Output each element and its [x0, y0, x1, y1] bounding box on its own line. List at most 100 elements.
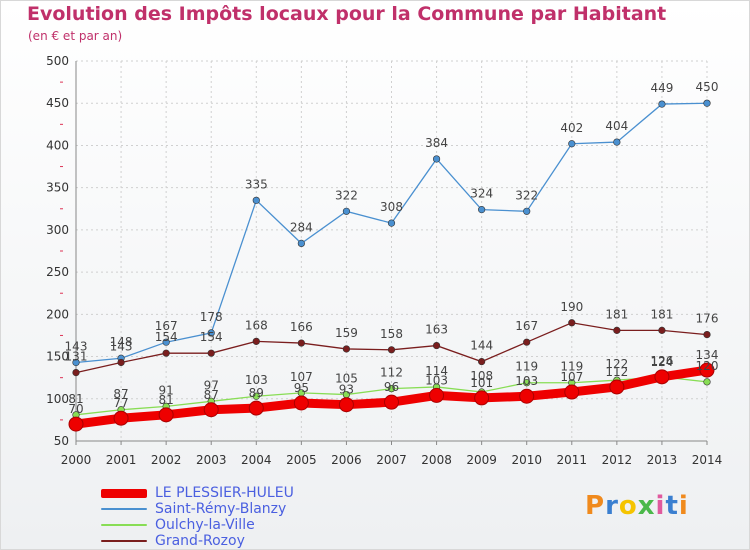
data-point — [429, 387, 445, 403]
data-label: 101 — [470, 376, 493, 390]
data-label: 190 — [560, 300, 583, 314]
data-point — [568, 140, 576, 148]
data-point — [387, 385, 396, 393]
data-point — [113, 410, 129, 426]
data-label: 148 — [110, 335, 133, 349]
data-label: 112 — [605, 365, 628, 379]
data-label: 167 — [155, 319, 178, 333]
data-point — [338, 397, 354, 413]
data-label: 107 — [560, 370, 583, 384]
data-label: 107 — [290, 370, 313, 384]
data-label-layer: 70 77 81 87 89 95 93 96 103 101 103 107 112 124 134 143… — [65, 80, 719, 416]
data-point — [523, 338, 531, 346]
data-point — [68, 416, 84, 432]
data-label: 103 — [245, 373, 268, 387]
x-tick-label: 2000 — [61, 453, 92, 467]
legend-item: Oulchy-la-Ville — [101, 517, 294, 533]
series-layer — [68, 99, 715, 432]
data-label: 93 — [339, 383, 354, 397]
data-point — [162, 349, 170, 357]
data-label: 144 — [470, 339, 493, 353]
data-point — [293, 395, 309, 411]
data-label: 178 — [200, 310, 223, 324]
x-tick-label: 2002 — [151, 453, 182, 467]
legend-item: Saint-Rémy-Blanzy — [101, 501, 294, 517]
legend-label: LE PLESSIER-HULEU — [155, 485, 294, 501]
data-point — [523, 379, 531, 387]
data-label: 112 — [380, 366, 403, 380]
logo-letter: t — [665, 491, 679, 521]
data-label: 95 — [294, 381, 309, 395]
data-point — [613, 326, 621, 334]
data-point — [613, 138, 621, 146]
legend-label: Saint-Rémy-Blanzy — [155, 501, 287, 517]
x-tick-label: 2003 — [196, 453, 227, 467]
data-label: 166 — [290, 320, 313, 334]
data-label: 134 — [696, 348, 719, 362]
x-tick-label: 2012 — [602, 453, 633, 467]
data-point — [252, 392, 260, 400]
data-point — [387, 219, 396, 227]
legend-item: LE PLESSIER-HULEU — [101, 485, 294, 501]
data-point — [658, 326, 666, 334]
logo-letter: x — [637, 491, 656, 521]
legend-swatch — [101, 540, 147, 542]
legend-item: Grand-Rozoy — [101, 533, 294, 549]
data-point — [432, 155, 441, 163]
y-tick-label: 50 — [54, 434, 69, 448]
data-point — [703, 331, 711, 339]
data-label: 163 — [425, 323, 448, 337]
data-label: 70 — [68, 402, 83, 416]
y-tick-label: 200 — [46, 307, 69, 321]
logo-letter: i — [655, 491, 666, 521]
data-label: 181 — [605, 307, 628, 321]
data-point — [568, 319, 576, 327]
x-tick-label: 2009 — [466, 453, 497, 467]
data-label: 89 — [249, 386, 264, 400]
y-tick-label: 150 — [46, 350, 69, 364]
y-tick-label: 250 — [46, 265, 69, 279]
data-point — [207, 329, 215, 337]
data-point — [207, 349, 215, 357]
data-point — [72, 369, 80, 377]
data-label: 91 — [159, 383, 174, 397]
x-tick-label: 2010 — [511, 453, 542, 467]
data-label: 284 — [290, 220, 313, 234]
data-point — [519, 388, 535, 404]
data-point — [478, 206, 486, 214]
data-label: 97 — [204, 378, 219, 392]
data-label: 119 — [560, 360, 583, 374]
data-point — [158, 407, 174, 423]
data-label: 384 — [425, 136, 448, 150]
data-label: 131 — [65, 350, 88, 364]
data-label: 450 — [696, 80, 719, 94]
chart-subtitle: (en € et par an) — [28, 29, 123, 43]
data-point — [72, 358, 80, 367]
data-label: 167 — [515, 319, 538, 333]
data-label: 176 — [696, 312, 719, 326]
data-label: 105 — [335, 372, 358, 386]
data-label: 322 — [515, 188, 538, 202]
data-point — [248, 400, 264, 416]
logo-letter: r — [605, 491, 619, 521]
data-label: 143 — [65, 339, 88, 353]
data-point — [564, 384, 580, 400]
data-label: 322 — [335, 188, 358, 202]
x-tick-label: 2006 — [331, 453, 362, 467]
data-label: 108 — [470, 369, 493, 383]
data-label: 77 — [113, 396, 128, 410]
legend-label: Oulchy-la-Ville — [155, 517, 255, 533]
data-label: 181 — [650, 307, 673, 321]
data-point — [703, 378, 711, 386]
data-point — [658, 100, 666, 108]
data-point — [162, 338, 170, 346]
data-label: 114 — [425, 364, 448, 378]
y-tick-label: 350 — [46, 181, 69, 195]
data-point — [297, 239, 305, 247]
legend-swatch — [101, 524, 147, 526]
data-point — [342, 345, 351, 353]
data-label: 154 — [200, 330, 223, 344]
data-label: 159 — [335, 326, 358, 340]
